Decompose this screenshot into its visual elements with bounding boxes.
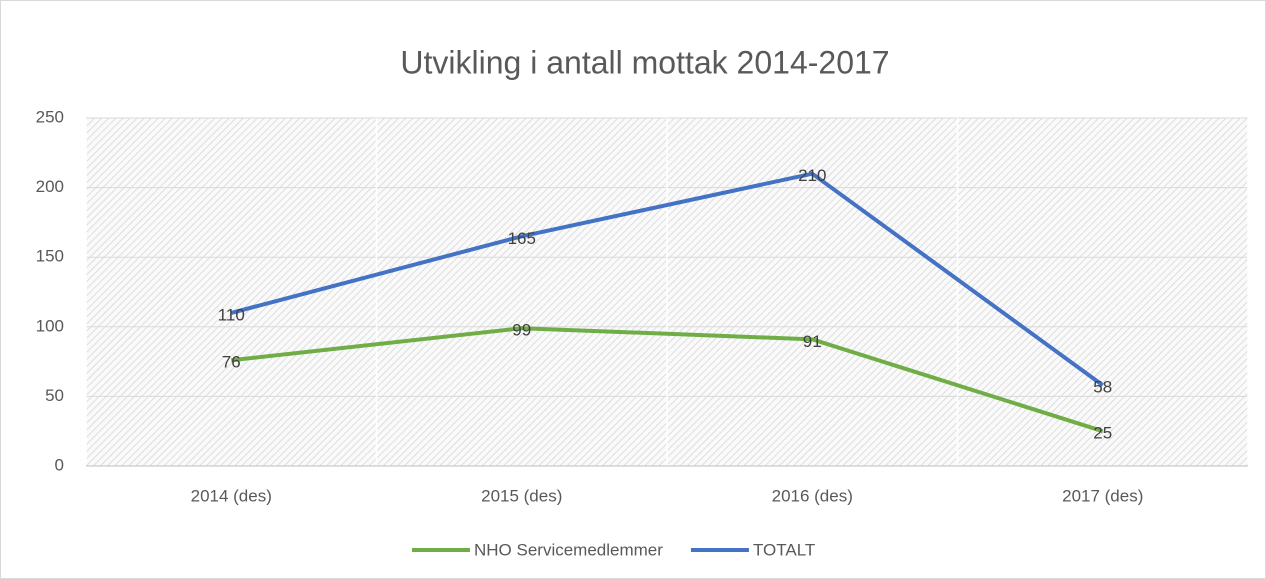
x-tick-label: 2014 (des) (191, 486, 272, 505)
y-tick-label: 0 (55, 455, 64, 474)
series-line (230, 171, 1104, 387)
legend-label: NHO Servicemedlemmer (474, 540, 663, 559)
y-tick-label: 200 (36, 177, 64, 196)
chart-title: Utvikling i antall mottak 2014-2017 (400, 44, 889, 80)
data-label: 210 (798, 166, 826, 185)
data-label: 25 (1093, 424, 1112, 443)
y-tick-label: 50 (45, 386, 64, 405)
data-label: 99 (512, 321, 531, 340)
x-tick-label: 2016 (des) (772, 486, 853, 505)
y-tick-label: 250 (36, 107, 64, 126)
data-label: 165 (508, 229, 536, 248)
legend-label: TOTALT (753, 540, 815, 559)
data-label: 58 (1093, 378, 1112, 397)
y-tick-label: 150 (36, 247, 64, 266)
series-line (231, 326, 1104, 434)
data-label: 76 (222, 353, 241, 372)
x-tick-label: 2017 (des) (1062, 486, 1143, 505)
y-tick-label: 100 (36, 316, 64, 335)
data-label: 91 (803, 332, 822, 351)
x-tick-label: 2015 (des) (481, 486, 562, 505)
data-label: 110 (218, 305, 245, 324)
